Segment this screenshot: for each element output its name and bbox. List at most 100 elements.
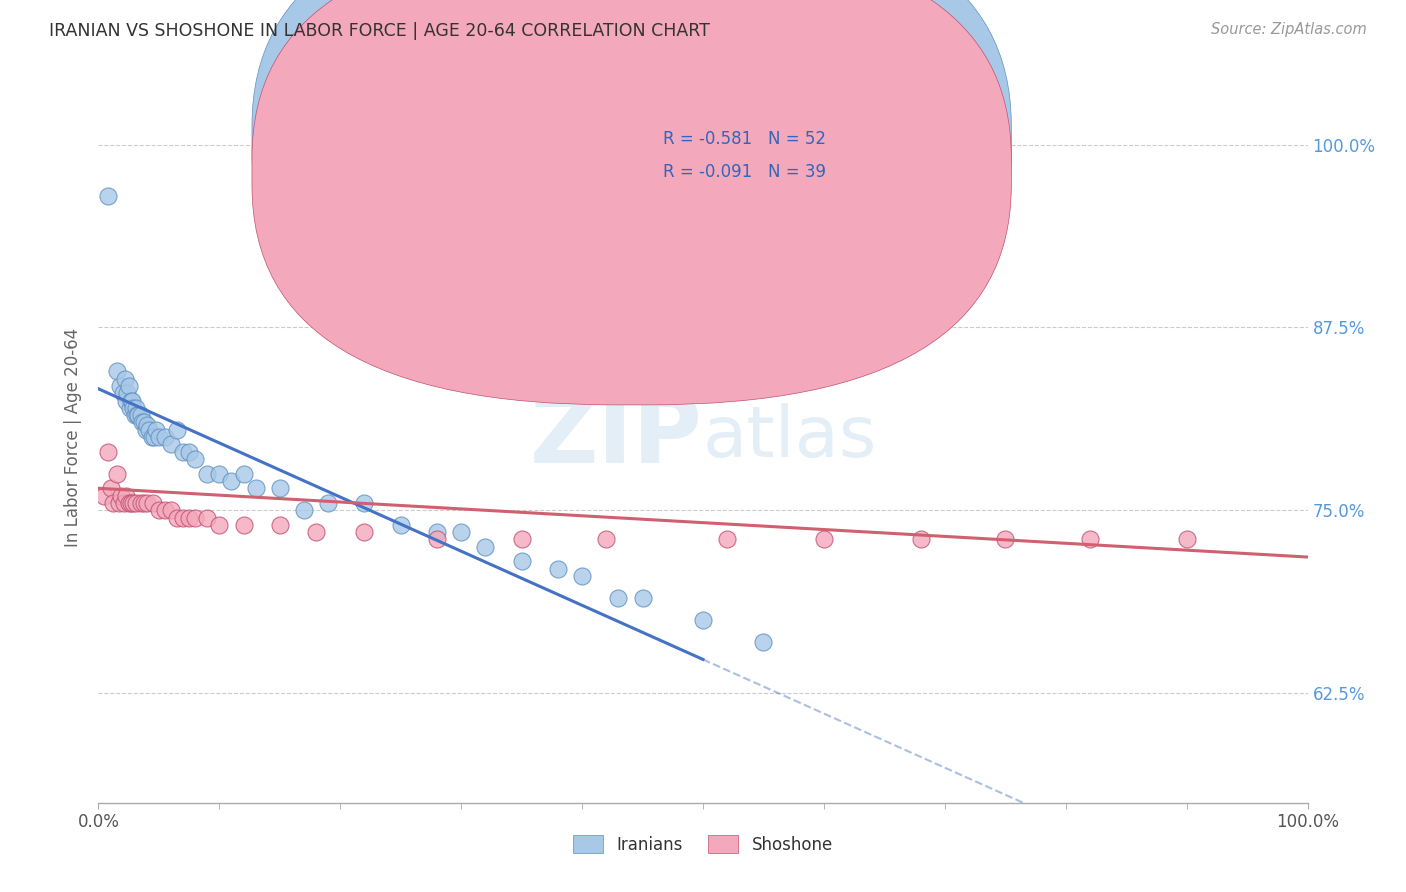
Point <box>510 533 533 547</box>
Point <box>353 525 375 540</box>
Point <box>148 503 170 517</box>
Point <box>232 517 254 532</box>
FancyBboxPatch shape <box>252 0 1011 373</box>
Point <box>112 496 135 510</box>
Point <box>118 401 141 415</box>
Point <box>172 510 194 524</box>
Point <box>813 533 835 547</box>
Point <box>117 386 139 401</box>
Point <box>120 393 142 408</box>
Text: ZIP: ZIP <box>530 391 703 483</box>
Point <box>114 371 136 385</box>
Point <box>450 525 472 540</box>
Point <box>135 418 157 433</box>
Point <box>120 496 142 510</box>
Point <box>208 467 231 481</box>
Point <box>101 496 124 510</box>
Point <box>134 416 156 430</box>
Point <box>115 489 138 503</box>
Point <box>97 444 120 458</box>
Point <box>129 408 152 422</box>
Point <box>994 533 1017 547</box>
Point <box>135 496 157 510</box>
Point <box>166 423 188 437</box>
Point <box>426 533 449 547</box>
Text: atlas: atlas <box>703 402 877 472</box>
Point <box>179 510 201 524</box>
Point <box>141 430 163 444</box>
Point <box>118 379 141 393</box>
Point <box>716 533 738 547</box>
Point <box>143 430 166 444</box>
Point <box>110 489 132 503</box>
Point <box>179 444 201 458</box>
Point <box>160 437 183 451</box>
Legend: Iranians, Shoshone: Iranians, Shoshone <box>567 829 839 860</box>
Point <box>426 525 449 540</box>
Point <box>269 517 291 532</box>
Point <box>571 569 593 583</box>
Point <box>111 386 134 401</box>
Point <box>595 533 617 547</box>
Point <box>134 496 156 510</box>
Text: R = -0.581   N = 52: R = -0.581 N = 52 <box>664 130 827 148</box>
Point <box>184 452 207 467</box>
Point <box>510 554 533 568</box>
Point <box>292 503 315 517</box>
Point <box>221 474 243 488</box>
Point <box>127 408 149 422</box>
Point <box>100 481 122 495</box>
Point <box>172 444 194 458</box>
Point <box>153 430 176 444</box>
Text: R = -0.091   N = 39: R = -0.091 N = 39 <box>664 162 827 180</box>
Text: IRANIAN VS SHOSHONE IN LABOR FORCE | AGE 20-64 CORRELATION CHART: IRANIAN VS SHOSHONE IN LABOR FORCE | AGE… <box>49 22 710 40</box>
Point <box>547 562 569 576</box>
Point <box>122 496 145 510</box>
Point <box>108 379 131 393</box>
Y-axis label: In Labor Force | Age 20-64: In Labor Force | Age 20-64 <box>65 327 83 547</box>
Point <box>208 517 231 532</box>
Point <box>474 540 496 554</box>
Point <box>692 613 714 627</box>
Point <box>105 467 128 481</box>
Point <box>125 496 148 510</box>
Point <box>115 393 138 408</box>
Point <box>353 496 375 510</box>
Point <box>316 496 339 510</box>
Point <box>145 423 167 437</box>
Point <box>118 496 141 510</box>
Point <box>93 489 115 503</box>
FancyBboxPatch shape <box>252 0 1011 405</box>
Point <box>129 496 152 510</box>
Point <box>125 401 148 415</box>
Point <box>148 430 170 444</box>
Point <box>631 591 654 605</box>
Point <box>142 496 165 510</box>
Point <box>1078 533 1101 547</box>
Text: Source: ZipAtlas.com: Source: ZipAtlas.com <box>1211 22 1367 37</box>
Point <box>607 591 630 605</box>
Point <box>135 423 157 437</box>
Point <box>121 393 143 408</box>
Point <box>195 467 218 481</box>
Point <box>195 510 218 524</box>
Point <box>131 416 153 430</box>
Point <box>166 510 188 524</box>
Point <box>269 481 291 495</box>
Point <box>910 533 932 547</box>
Point <box>138 423 160 437</box>
Point <box>108 496 131 510</box>
FancyBboxPatch shape <box>595 108 897 188</box>
Point <box>124 408 146 422</box>
Point <box>97 188 120 202</box>
Point <box>232 467 254 481</box>
Point <box>245 481 267 495</box>
Point <box>153 503 176 517</box>
Point <box>1175 533 1198 547</box>
Point <box>105 364 128 378</box>
Point <box>127 408 149 422</box>
Point <box>160 503 183 517</box>
Point <box>122 401 145 415</box>
Point <box>184 510 207 524</box>
Point <box>305 525 328 540</box>
